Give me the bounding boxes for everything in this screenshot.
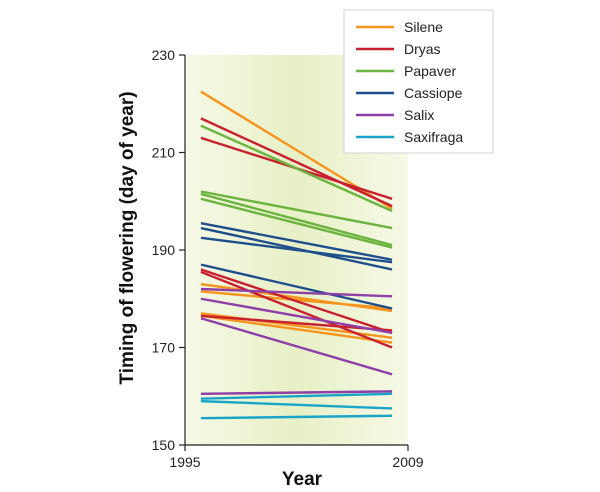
series-line-salix-21	[200, 390, 393, 396]
series-line-cassiope-17	[200, 263, 393, 310]
series-layer	[200, 90, 393, 420]
legend-label-cassiope: Cassiope	[404, 85, 463, 101]
legend-label-papaver: Papaver	[404, 63, 456, 79]
series-line-dryas-7	[200, 268, 393, 335]
y-ticks: 150 170 190 210 230	[152, 47, 185, 453]
legend-entries: Silene Dryas Papaver Cassiope Salix Saxifraga	[356, 19, 463, 145]
legend-label-dryas: Dryas	[404, 41, 441, 57]
series-line-salix-18	[200, 287, 393, 298]
series-line-papaver-12	[200, 192, 393, 247]
series-line-silene-4	[200, 314, 393, 344]
series-line-saxifraga-22	[200, 392, 393, 400]
series-line-salix-19	[200, 297, 393, 335]
series-line-papaver-13	[200, 197, 393, 249]
y-tick-label-230: 230	[152, 47, 176, 63]
series-line-dryas-5	[200, 117, 393, 208]
y-tick-label-190: 190	[152, 242, 176, 258]
y-axis-title: Timing of flowering (day of year)	[117, 91, 138, 384]
series-line-salix-20	[200, 317, 393, 376]
series-line-saxifraga-23	[200, 399, 393, 410]
series-line-saxifraga-24	[200, 414, 393, 420]
x-tick-label-1995: 1995	[169, 454, 200, 470]
x-ticks: 1995 2009	[169, 445, 424, 470]
series-line-cassiope-15	[200, 226, 393, 271]
legend-label-saxifraga: Saxifraga	[404, 129, 463, 145]
series-line-dryas-8	[200, 270, 393, 349]
series-line-papaver-10	[200, 124, 393, 213]
y-tick-label-150: 150	[152, 437, 176, 453]
legend: Silene Dryas Papaver Cassiope Salix Saxifraga	[343, 9, 494, 154]
x-tick-label-2009: 2009	[392, 454, 423, 470]
x-axis-title: Year	[282, 469, 323, 490]
series-line-papaver-11	[200, 190, 393, 230]
legend-label-silene: Silene	[404, 19, 443, 35]
series-line-cassiope-14	[200, 222, 393, 261]
series-line-cassiope-16	[200, 236, 393, 264]
y-tick-label-210: 210	[152, 145, 176, 161]
legend-label-salix: Salix	[404, 107, 434, 123]
legend-box	[343, 9, 494, 154]
y-tick-label-170: 170	[152, 340, 176, 356]
